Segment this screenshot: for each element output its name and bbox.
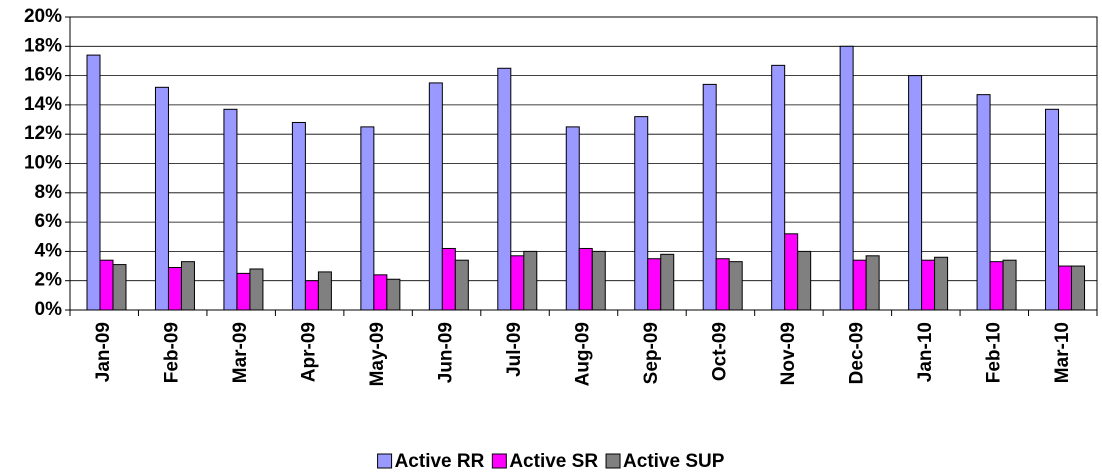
x-tick-label: Apr-09 [299, 322, 320, 382]
x-tick-label: Mar-09 [230, 322, 251, 383]
bar [386, 278, 401, 311]
bar [852, 259, 867, 311]
bar [1045, 108, 1060, 311]
legend: Active RR Active SR Active SUP [377, 451, 725, 472]
x-tick-label: Feb-10 [983, 322, 1004, 383]
bar [591, 250, 606, 311]
bar [647, 258, 662, 311]
bar [715, 258, 730, 311]
legend-swatch [491, 453, 507, 469]
y-tick-label: 18% [24, 35, 62, 56]
bar [578, 247, 593, 311]
x-tick-label: Sep-09 [641, 322, 662, 384]
bar [660, 253, 675, 311]
y-tick-label: 2% [35, 270, 63, 291]
y-tick-label: 4% [35, 240, 63, 261]
x-tick-label: Jan-09 [93, 322, 114, 382]
legend-label: Active SR [509, 451, 598, 472]
x-tick-label: Feb-09 [162, 322, 183, 383]
legend-label: Active RR [395, 451, 485, 472]
bar [976, 94, 991, 311]
bar [921, 259, 936, 311]
bar [989, 261, 1004, 311]
x-tick-label: Aug-09 [573, 322, 594, 386]
y-tick-label: 12% [24, 123, 62, 144]
legend-label: Active SUP [623, 451, 725, 472]
bar [523, 250, 538, 311]
bar [702, 83, 717, 311]
y-tick-label: 10% [24, 153, 62, 174]
y-tick-label: 0% [35, 299, 63, 320]
bar [441, 247, 456, 311]
x-tick-label: Nov-09 [778, 322, 799, 385]
bar [360, 126, 375, 311]
bar [797, 250, 812, 311]
bar [99, 259, 114, 311]
x-tick-label: Oct-09 [709, 322, 730, 381]
bar [291, 121, 306, 311]
x-tick-label: Jun-09 [436, 322, 457, 383]
bar [304, 280, 319, 311]
bar [497, 67, 512, 311]
bar [1002, 259, 1017, 311]
y-tick-label: 6% [35, 211, 63, 232]
bar [154, 86, 169, 311]
x-tick-label: May-09 [367, 322, 388, 386]
bar [236, 272, 251, 311]
bar [180, 261, 195, 311]
bar [112, 264, 127, 311]
bar [317, 271, 332, 311]
bar [86, 54, 101, 311]
bar [1071, 265, 1086, 311]
x-tick-label: Jul-09 [504, 322, 525, 377]
x-tick-label: Mar-10 [1052, 322, 1073, 383]
bar [167, 267, 182, 311]
bar [373, 274, 388, 311]
x-tick-label: Dec-09 [846, 322, 867, 384]
x-tick-label: Jan-10 [915, 322, 936, 382]
legend-swatch [377, 453, 393, 469]
bar [728, 261, 743, 311]
bar [771, 64, 786, 311]
bar [865, 255, 880, 311]
bar [784, 233, 799, 311]
bar [510, 255, 525, 311]
y-tick-label: 8% [35, 182, 63, 203]
bar [249, 268, 264, 311]
bar [428, 82, 443, 311]
bar [1058, 265, 1073, 311]
legend-swatch [605, 453, 621, 469]
y-tick-label: 14% [24, 94, 62, 115]
bar [634, 116, 649, 311]
y-tick-label: 20% [24, 6, 62, 27]
bar [454, 259, 469, 311]
bar [934, 256, 949, 311]
bar [223, 108, 238, 311]
y-tick-label: 16% [24, 65, 62, 86]
bar [908, 75, 923, 311]
bar [565, 126, 580, 311]
bar [839, 45, 854, 311]
